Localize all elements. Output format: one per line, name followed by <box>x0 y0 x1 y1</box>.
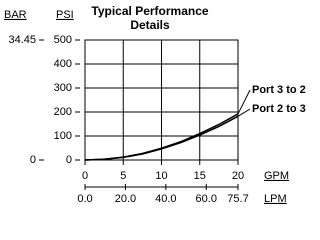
x2-tick-label: 40.0 <box>155 193 176 205</box>
annotation-leader <box>237 108 251 117</box>
x2-axis-label: LPM <box>264 193 287 205</box>
x-axis-label: GPM <box>264 170 289 182</box>
series-line <box>84 115 239 161</box>
y2-tick-label: 34.45 <box>8 34 36 46</box>
y-tick-label: 0 <box>66 154 72 166</box>
x2-tick-label: 60.0 <box>196 193 217 205</box>
chart-title: Details <box>130 18 170 32</box>
y-tick-label: 500 <box>54 34 72 46</box>
x-tick-label: 15 <box>194 170 206 182</box>
y-axis-label: PSI <box>56 9 74 21</box>
plot-frame <box>84 39 239 161</box>
chart-title: Typical Performance <box>91 4 208 18</box>
y-tick-label: 400 <box>54 58 72 70</box>
y-tick-label: 300 <box>54 82 72 94</box>
x2-tick-label: 75.7 <box>227 193 248 205</box>
x-tick-label: 5 <box>120 170 126 182</box>
chart: Typical Performance Details BAR PSI GPM … <box>4 4 306 205</box>
annotation: Port 2 to 3 <box>252 103 306 115</box>
x2-tick-label: 20.0 <box>115 193 136 205</box>
y-tick-label: 100 <box>54 130 72 142</box>
x-tick-label: 10 <box>155 170 167 182</box>
y2-axis-label: BAR <box>4 9 27 21</box>
annotation: Port 3 to 2 <box>252 84 306 96</box>
x2-tick-label: 0.0 <box>77 193 92 205</box>
annotation-leader <box>237 89 251 115</box>
y2-tick-label: 0 <box>30 154 36 166</box>
x-tick-label: 0 <box>82 170 88 182</box>
x-tick-label: 20 <box>232 170 244 182</box>
y-tick-label: 200 <box>54 106 72 118</box>
